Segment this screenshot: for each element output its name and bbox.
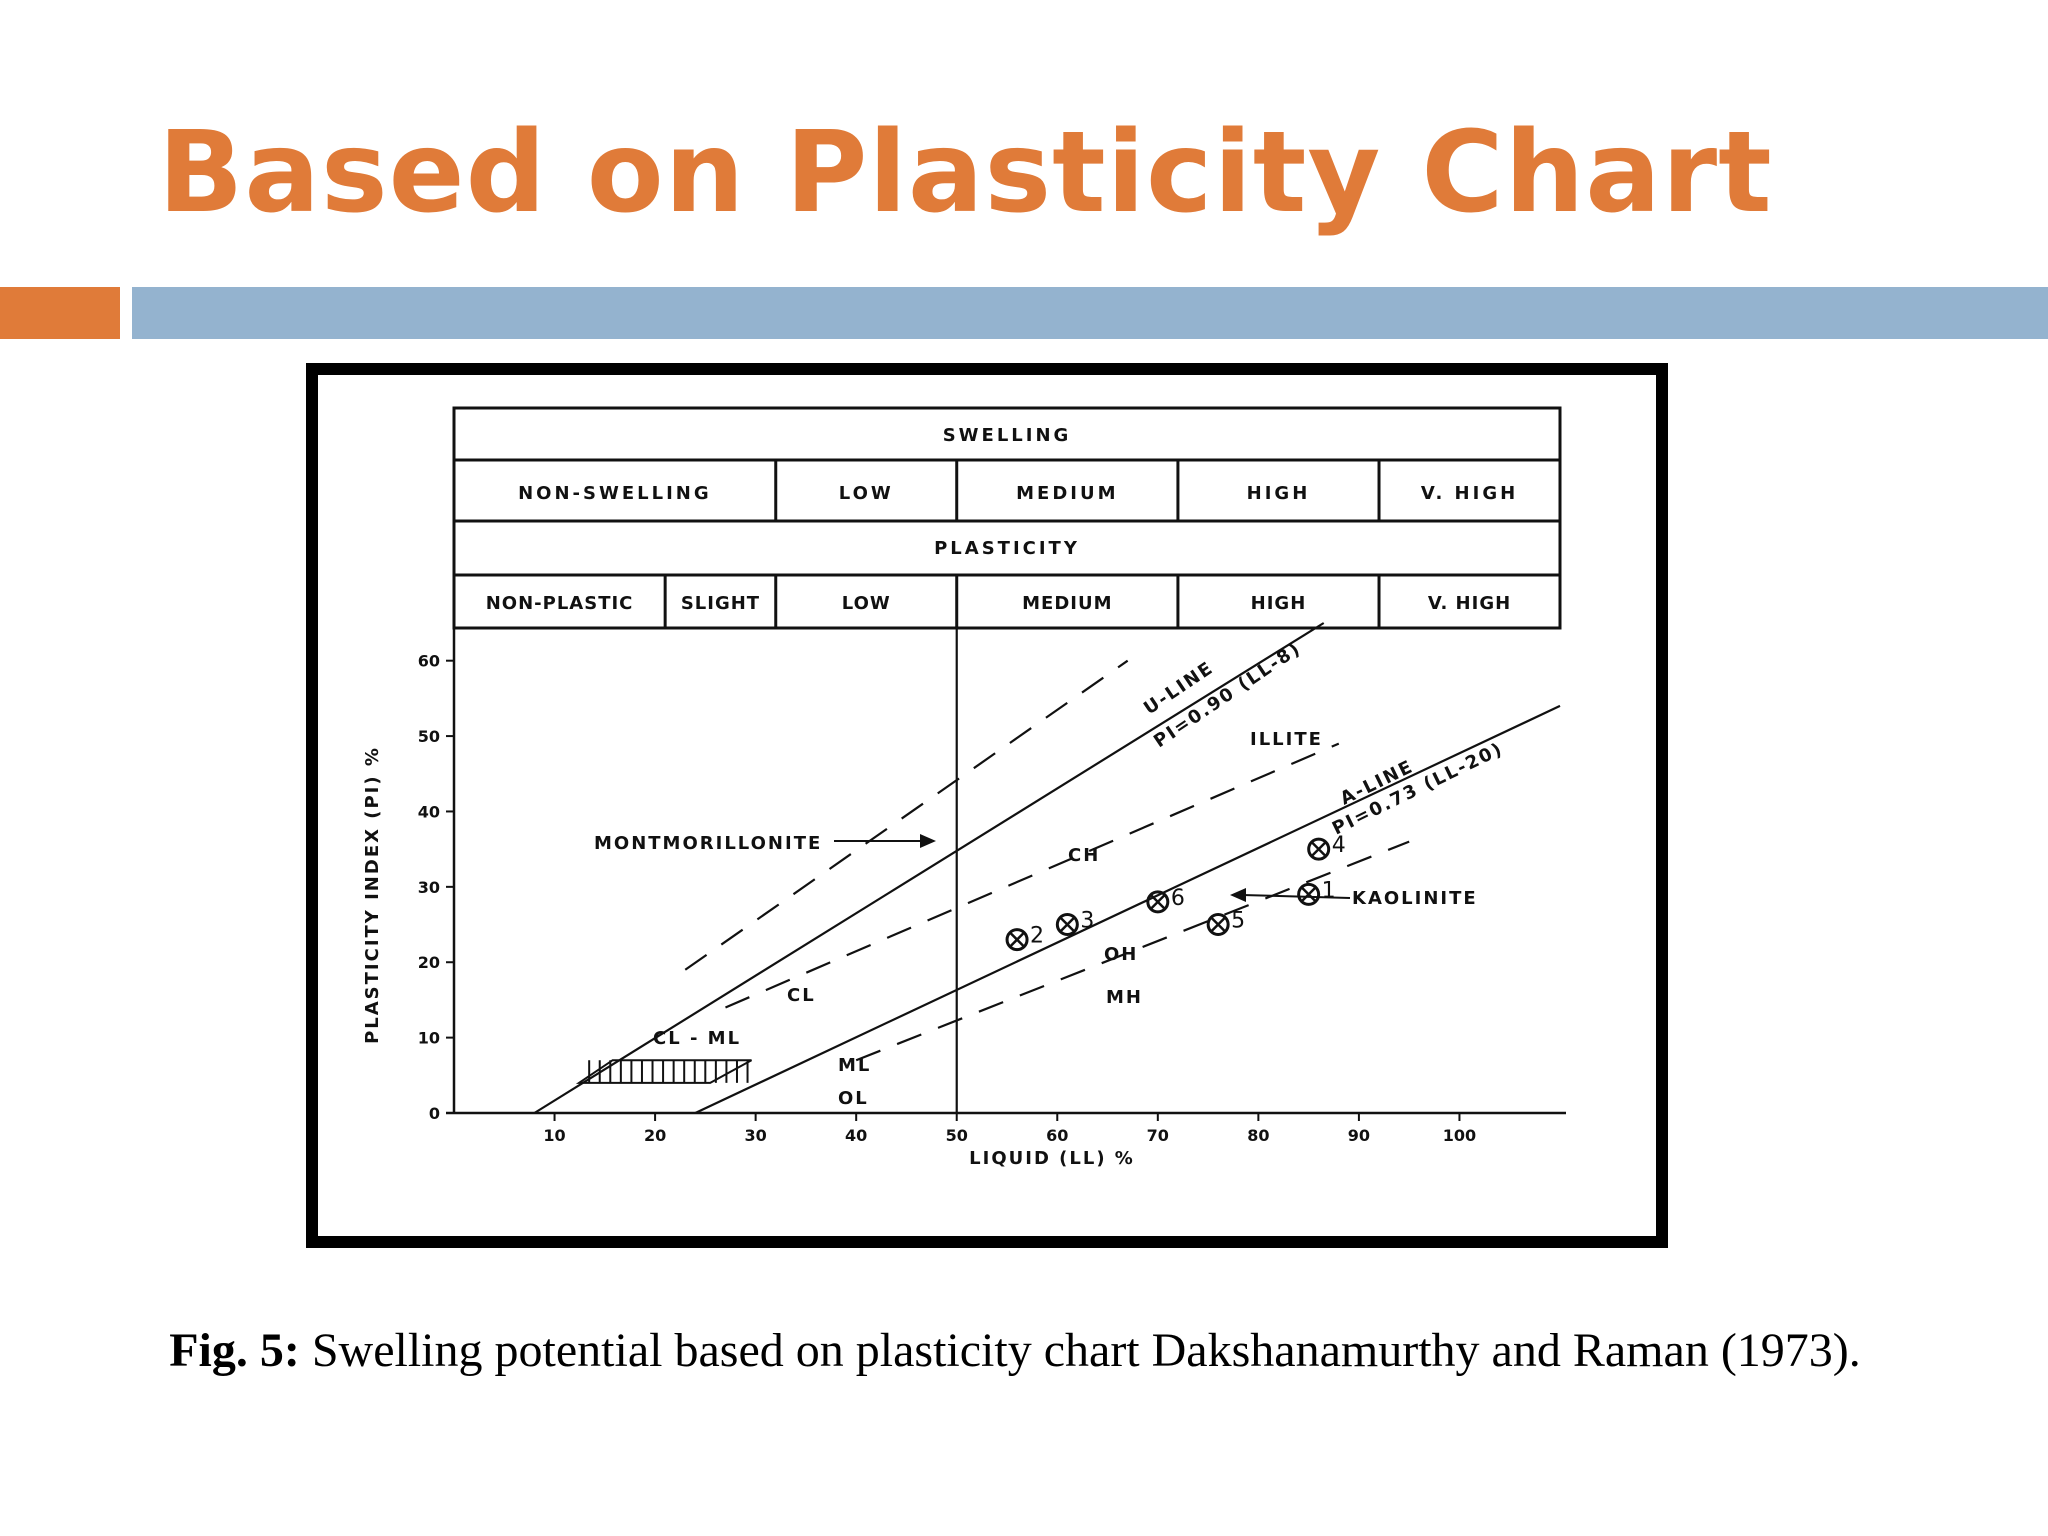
x-tick-label: 90 [1348, 1126, 1370, 1145]
chart-line-illite [725, 742, 1340, 1009]
y-tick-label: 20 [418, 953, 440, 972]
x-tick-label: 80 [1247, 1126, 1269, 1145]
plasticity-class-label: NON-PLASTIC [486, 593, 634, 614]
swelling-class-label: NON-SWELLING [518, 483, 712, 504]
chart-axes: 10 20 30 40 50 60 70 80 90 100 0 10 20 30 40 50 60 [418, 623, 1566, 1145]
header-table-border [452, 406, 1562, 630]
sample-point-cross [1009, 931, 1025, 948]
swelling-class-label: HIGH [1247, 483, 1311, 504]
sample-point-cross [1149, 894, 1166, 910]
sample-point-label: 3 [1080, 909, 1094, 934]
illite-label: ILLITE [1250, 729, 1323, 750]
chart-line-u-line [533, 622, 1325, 1114]
slide-title: Based on Plasticity Chart [158, 108, 1773, 238]
y-tick-label: 10 [418, 1029, 440, 1048]
plasticity-class-label: HIGH [1251, 593, 1307, 614]
sample-point-cross [1059, 916, 1076, 933]
chart-line-a-line [694, 704, 1561, 1114]
sample-point-marker [1297, 882, 1321, 906]
kaolinite-arrow [1241, 894, 1351, 899]
sample-point-2: 2 [1005, 924, 1044, 952]
swelling-class-label: LOW [839, 483, 894, 504]
sample-point-4: 4 [1307, 833, 1346, 861]
kaolinite-arrowhead [1230, 888, 1246, 902]
sample-point-label: 5 [1231, 909, 1245, 934]
kaolinite-label: KAOLINITE [1352, 888, 1478, 909]
x-tick-label: 30 [745, 1126, 767, 1145]
montmorillonite-label: MONTMORILLONITE [594, 833, 822, 854]
y-tick-label: 0 [429, 1104, 440, 1123]
zone-label-ml: ML [838, 1055, 871, 1076]
sample-point-marker [1307, 837, 1331, 861]
x-tick-label: 20 [644, 1126, 666, 1145]
chart-annotations: U-LINE PI=0.90 (LL-8) A-LINE PI=0.73 (LL… [594, 638, 1507, 1109]
caption-text: Swelling potential based on plasticity c… [311, 1324, 1861, 1377]
figure-caption: Fig. 5: Swelling potential based on plas… [150, 1320, 1880, 1382]
sample-point-6: 6 [1146, 886, 1185, 914]
y-tick-label: 50 [418, 727, 440, 746]
sample-point-marker [1005, 928, 1029, 952]
x-tick-label: 60 [1046, 1126, 1068, 1145]
sample-point-cross [1310, 841, 1327, 858]
chart-line-kaolinite [855, 840, 1410, 1062]
zone-label-cl: CL [787, 985, 816, 1006]
sample-point-label: 4 [1332, 833, 1346, 858]
sample-point-cross [1300, 886, 1317, 903]
cl-ml-hatched-zone [575, 1059, 752, 1084]
sample-point-label: 6 [1171, 886, 1185, 911]
header-plasticity-title: PLASTICITY [934, 538, 1080, 559]
sample-point-3: 3 [1055, 909, 1094, 937]
header-swelling-title: SWELLING [943, 425, 1072, 446]
plot-area [533, 622, 1561, 1114]
y-axis-label: PLASTICITY INDEX (PI) % [362, 746, 383, 1044]
zone-label-mh: MH [1106, 987, 1143, 1008]
x-axis-label: LIQUID (LL) % [969, 1148, 1135, 1169]
plasticity-class-label: LOW [842, 593, 891, 614]
plasticity-class-label: MEDIUM [1022, 593, 1112, 614]
montmorillonite-arrowhead [920, 834, 936, 848]
zone-label-cl-ml: CL - ML [653, 1028, 741, 1049]
swelling-class-label: MEDIUM [1016, 483, 1118, 504]
classification-header-table: SWELLING PLASTICITY NON-SWELLING LOW MEDIUM H… [452, 406, 1562, 630]
y-tick-label: 30 [418, 878, 440, 897]
plasticity-chart: SWELLING PLASTICITY NON-SWELLING LOW MEDIUM H… [362, 406, 1566, 1169]
x-tick-label: 70 [1147, 1126, 1169, 1145]
accent-bar-orange [0, 287, 120, 339]
x-tick-label: 50 [946, 1126, 968, 1145]
sample-point-5: 5 [1206, 909, 1245, 937]
zone-label-ch: CH [1068, 845, 1100, 866]
x-tick-label: 40 [845, 1126, 867, 1145]
plasticity-class-label: SLIGHT [681, 593, 760, 614]
sample-point-marker [1206, 913, 1230, 937]
zone-label-ol: OL [838, 1088, 869, 1109]
sample-point-1: 1 [1297, 878, 1336, 906]
chart-line-montmorillonite [684, 659, 1129, 971]
sample-point-marker [1146, 890, 1170, 914]
sample-point-cross [1210, 916, 1227, 933]
x-tick-label: 100 [1443, 1126, 1476, 1145]
y-tick-label: 60 [418, 652, 440, 671]
figure-frame [306, 363, 1668, 1248]
swelling-class-label: V. HIGH [1421, 483, 1518, 504]
caption-label: Fig. 5: [169, 1324, 300, 1377]
plasticity-class-label: V. HIGH [1428, 593, 1511, 614]
x-tick-label: 10 [543, 1126, 565, 1145]
y-tick-label: 40 [418, 802, 440, 821]
accent-bar-blue [132, 287, 2048, 339]
sample-point-label: 1 [1322, 878, 1336, 903]
sample-point-marker [1055, 913, 1079, 937]
sample-point-label: 2 [1030, 924, 1044, 949]
sample-points: 1 2 3 4 5 6 [1005, 833, 1346, 952]
zone-label-oh: OH [1104, 944, 1138, 965]
